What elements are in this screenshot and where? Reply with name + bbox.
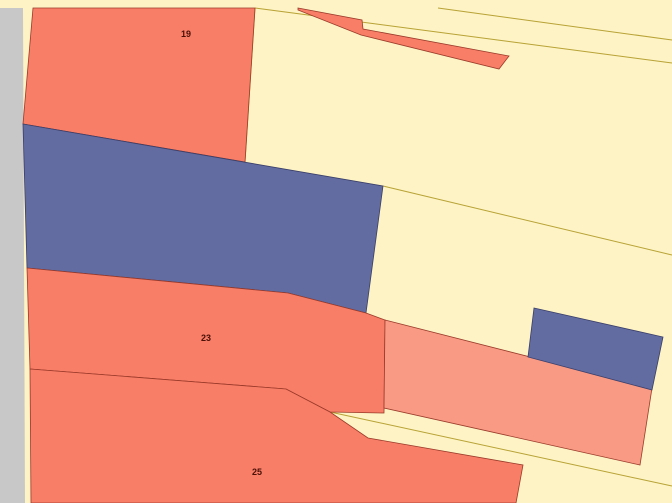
building-highlight-small[interactable]	[527, 307, 664, 391]
parcel-boundary-line	[329, 411, 672, 487]
parcel-number-19: 19	[181, 29, 191, 39]
parcel-number-25: 25	[252, 467, 262, 477]
building-top-strip[interactable]	[297, 7, 510, 70]
road-strip	[0, 8, 25, 503]
parcel-boundary-line	[382, 185, 672, 256]
parcel-number-23: 23	[201, 333, 211, 343]
building-parcel-25[interactable]	[29, 368, 524, 503]
parcel-boundary-line	[437, 7, 672, 41]
